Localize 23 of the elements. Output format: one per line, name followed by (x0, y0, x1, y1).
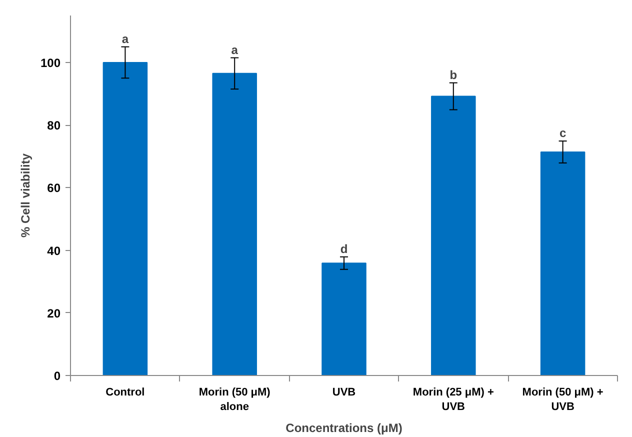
x-tick-label: UVB (332, 386, 356, 398)
annotation: c (559, 126, 566, 140)
x-tick-label: Morin (25 μM) + UVB (412, 386, 494, 413)
bar (102, 62, 148, 376)
bar (431, 96, 476, 376)
x-axis-title: Concentrations (μM) (286, 420, 402, 435)
y-tick-label: 40 (47, 244, 61, 258)
y-tick-label: 100 (40, 56, 61, 70)
y-tick-label: 0 (54, 369, 61, 383)
bar (212, 72, 257, 376)
annotation: b (450, 68, 458, 82)
annotation: a (122, 32, 129, 46)
annotation: a (231, 42, 238, 57)
x-tick-label: Control (106, 386, 145, 398)
x-tick-label: Morin (50 μM) + UVB (522, 386, 604, 413)
bar (322, 262, 366, 376)
annotation: d (340, 242, 348, 256)
bar (540, 151, 586, 376)
y-tick-label: 20 (47, 306, 61, 320)
y-tick-label: 60 (47, 181, 61, 196)
y-axis-title: % Cell viability (18, 153, 32, 238)
y-tick-label: 80 (47, 118, 61, 133)
x-tick-label: Morin (50 μM) alone (198, 386, 271, 413)
